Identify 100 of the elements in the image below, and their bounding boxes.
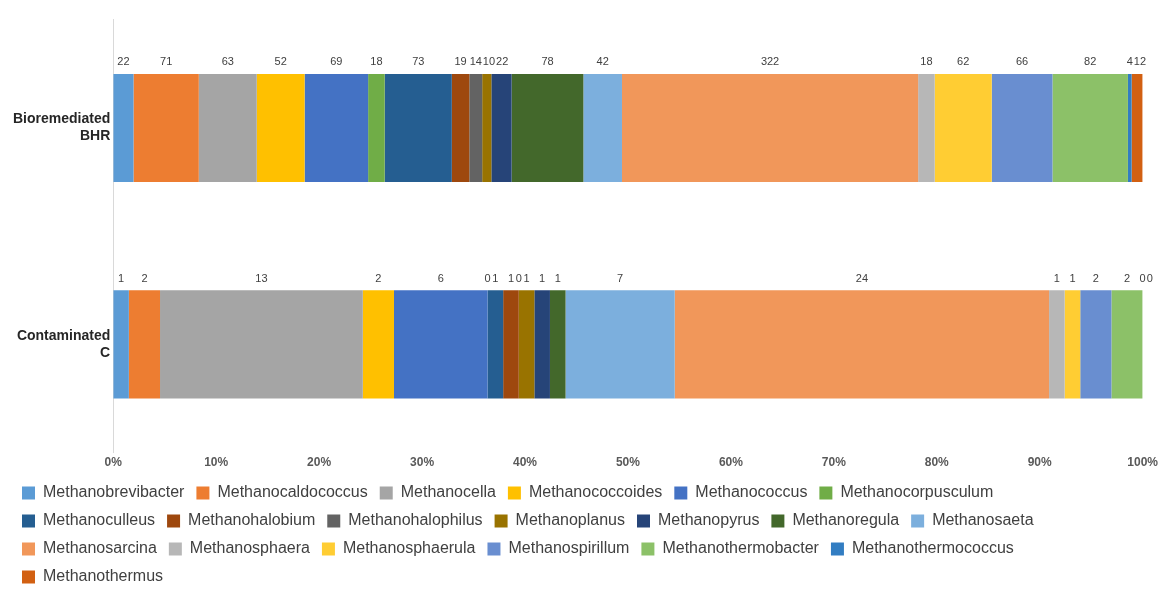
bar [934, 73, 992, 183]
annotation: 42 [596, 55, 609, 68]
legend-label: Methanosphaera [189, 539, 311, 557]
annotation: 1 [1053, 271, 1060, 284]
annotation: 14 [469, 55, 482, 68]
annotation: 1 [554, 271, 561, 284]
bar [621, 73, 919, 183]
bar [1049, 290, 1065, 399]
bar [1111, 290, 1143, 399]
legend-label: Methanospirillum [508, 539, 630, 557]
annotation: 18 [920, 55, 933, 68]
bar [362, 290, 394, 399]
annotation: 63 [221, 55, 234, 68]
annotation: 82 [1084, 55, 1097, 68]
legend-label: Methanothermobacter [662, 539, 820, 557]
annotation: 71 [160, 55, 173, 68]
y-tick-label: Contaminated C [16, 326, 111, 360]
bar [113, 73, 134, 183]
annotation: 322 [760, 55, 780, 68]
legend-label: Methanocaldococcus [217, 483, 368, 501]
legend-label: Methanothermococcus [851, 539, 1014, 557]
annotation: 7 [617, 271, 624, 284]
annotation: 1 [507, 271, 515, 284]
bar [487, 290, 504, 399]
annotation: 4 [1126, 55, 1133, 68]
annotation: 1 [523, 271, 530, 284]
annotation: 73 [412, 55, 425, 68]
annotation: 52 [274, 55, 287, 68]
bar [674, 290, 1050, 399]
y-tick-label: Bioremediated BHR [13, 110, 111, 144]
bar [918, 73, 935, 183]
x-tick-label: 20% [307, 455, 332, 470]
legend-label: Methanopyrus [658, 511, 760, 529]
bar [113, 290, 129, 399]
x-tick-label: 30% [410, 455, 435, 470]
bar [368, 73, 385, 183]
annotation: 22 [117, 55, 130, 68]
bar [565, 290, 675, 399]
bar [304, 73, 369, 183]
annotation: 2 [375, 271, 382, 284]
x-tick-label: 0% [104, 455, 123, 470]
legend-label: Methanobrevibacter [43, 483, 186, 501]
annotation: 18 [370, 55, 383, 68]
annotation: 0 [1139, 271, 1146, 284]
x-tick-label: 10% [204, 455, 229, 470]
bar [451, 73, 470, 183]
annotation: 1 [492, 271, 499, 284]
annotation: 2 [141, 271, 148, 284]
legend-label: Methanoplanus [515, 511, 626, 529]
bar [1064, 290, 1081, 399]
bar [534, 290, 550, 399]
bar [482, 73, 492, 183]
annotation: 78 [541, 55, 554, 68]
legend-label: Methanococcoides [528, 483, 663, 501]
annotation: 10 [482, 55, 496, 68]
annotation: 6 [437, 271, 444, 284]
legend-label: Methanosaeta [932, 511, 1034, 529]
annotation: 1 [539, 271, 546, 284]
bar [583, 73, 622, 183]
bar [198, 73, 257, 183]
legend-label: Methanohalophilus [348, 511, 483, 529]
x-tick-label: 90% [1027, 455, 1053, 470]
legend-label: Methanococcus [695, 483, 808, 501]
legend-label: Methanocorpusculum [840, 483, 994, 501]
bar [1127, 73, 1132, 183]
bar [503, 290, 519, 399]
bar [1131, 73, 1143, 183]
annotation: 24 [855, 271, 869, 284]
text: 0 [1146, 271, 1153, 284]
bar [160, 290, 363, 399]
legend-label: Methanocella [400, 483, 496, 501]
x-tick-label: 70% [821, 455, 847, 470]
bar [1052, 73, 1128, 183]
legend-label: Methanoculleus [43, 511, 156, 529]
bar [469, 73, 483, 183]
annotation: 19 [454, 55, 467, 68]
bar [1080, 290, 1112, 399]
bar [128, 290, 161, 399]
annotation: 13 [255, 271, 268, 284]
bar [491, 73, 512, 183]
annotation: 2 [1123, 271, 1131, 284]
x-tick-label: 60% [718, 455, 744, 470]
x-tick-label: 40% [512, 455, 538, 470]
annotation: 66 [1015, 55, 1029, 68]
annotation: 2 [1092, 271, 1099, 284]
bar [384, 73, 452, 183]
legend-label: Methanohalobium [188, 511, 316, 529]
bar [549, 290, 566, 399]
annotation: 1 [1069, 271, 1076, 284]
bar [991, 73, 1053, 183]
annotation: 69 [330, 55, 343, 68]
x-tick-label: 80% [924, 455, 950, 470]
annotation: 1 [117, 271, 125, 284]
annotation: 12 [1133, 55, 1147, 68]
legend-label: Methanosphaerula [342, 539, 476, 557]
bar [133, 73, 199, 183]
legend-label: Methanosarcina [43, 539, 157, 557]
annotation: 62 [957, 55, 970, 68]
annotation: 0 [515, 271, 522, 284]
annotation: 22 [496, 55, 509, 68]
